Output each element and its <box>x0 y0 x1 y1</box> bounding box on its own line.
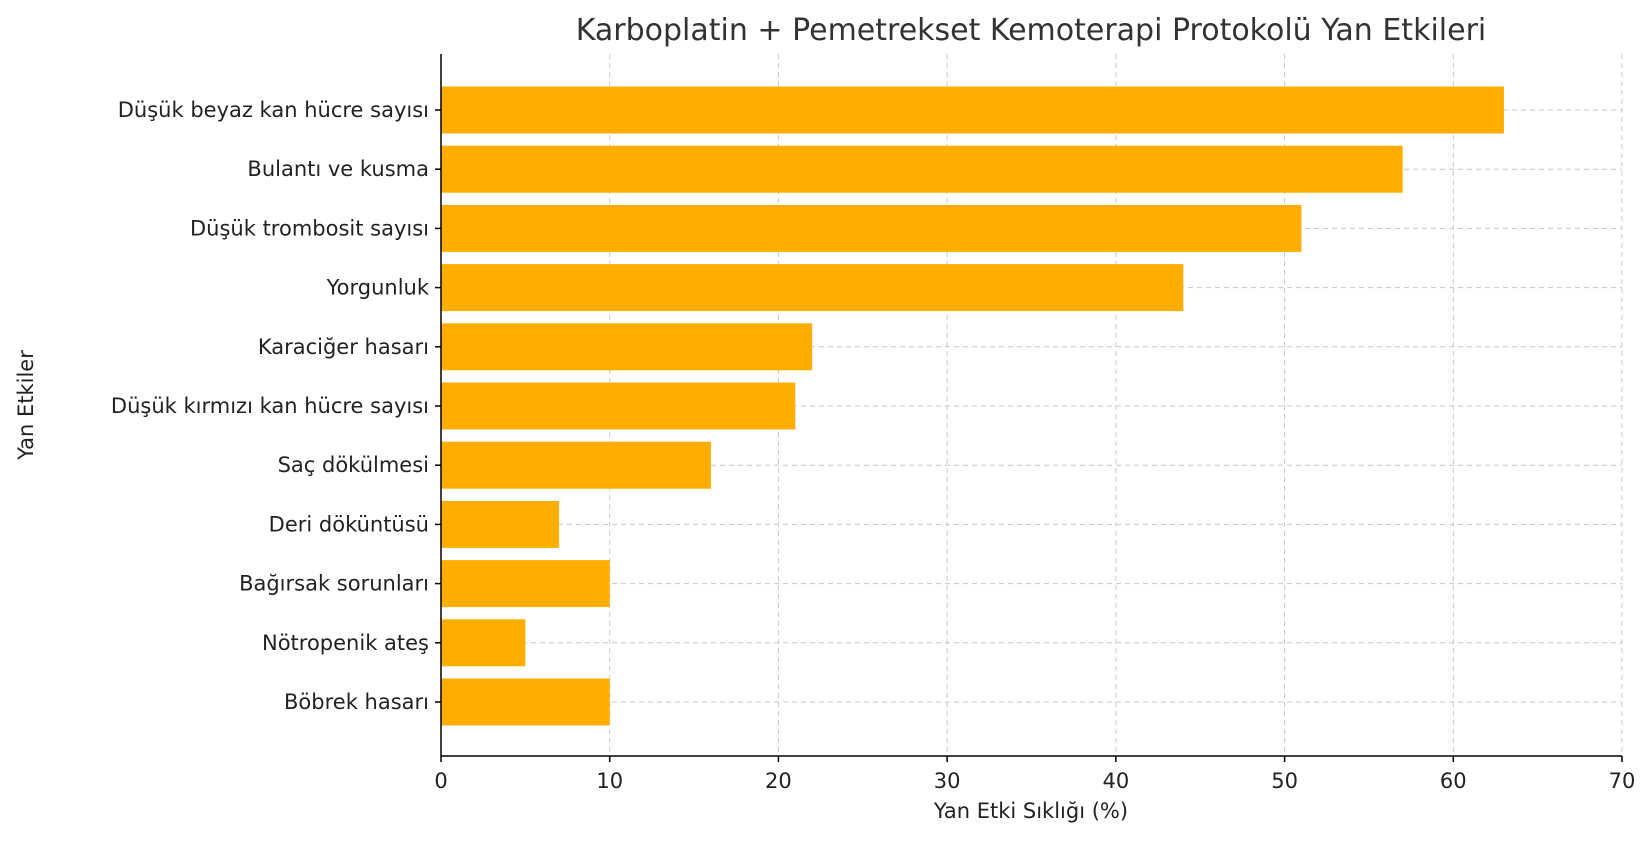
category-label: Bağırsak sorunları <box>239 572 429 596</box>
category-label: Nötropenik ateş <box>262 631 429 655</box>
axis-layer <box>435 54 1623 762</box>
x-tick-label: 60 <box>1440 769 1467 793</box>
x-axis-label: Yan Etki Sıklığı (%) <box>933 799 1128 823</box>
bar <box>441 382 796 430</box>
category-label: Düşük trombosit sayısı <box>190 216 429 240</box>
chart-title: Karboplatin + Pemetrekset Kemoterapi Pro… <box>576 13 1487 48</box>
x-tick-label: 20 <box>765 769 792 793</box>
bar <box>441 145 1403 193</box>
category-label: Yorgunluk <box>326 276 430 300</box>
category-label: Böbrek hasarı <box>284 690 429 714</box>
bar <box>441 619 526 667</box>
x-tick-label: 70 <box>1609 769 1636 793</box>
category-label: Düşük beyaz kan hücre sayısı <box>118 98 429 122</box>
label-layer: 0 10 20 30 40 50 60 70 Düşük beyaz kan hücre say… <box>111 98 1635 793</box>
bar <box>441 204 1302 252</box>
bar <box>441 264 1184 312</box>
x-tick-label: 10 <box>596 769 623 793</box>
bar-layer <box>441 86 1504 726</box>
bar <box>441 441 711 489</box>
x-tick-label: 0 <box>434 769 447 793</box>
bar <box>441 86 1504 134</box>
y-axis-label: Yan Etkiler <box>14 350 38 461</box>
category-label: Düşük kırmızı kan hücre sayısı <box>111 394 429 418</box>
x-tick-label: 40 <box>1102 769 1129 793</box>
bar <box>441 500 560 548</box>
category-label: Bulantı ve kusma <box>247 157 429 181</box>
x-tick-label: 50 <box>1271 769 1298 793</box>
category-label: Karaciğer hasarı <box>258 335 429 359</box>
bar <box>441 560 610 608</box>
bar <box>441 678 610 726</box>
category-label: Saç dökülmesi <box>278 453 429 477</box>
category-label: Deri döküntüsü <box>269 512 429 536</box>
bar <box>441 323 813 371</box>
x-tick-label: 30 <box>934 769 961 793</box>
